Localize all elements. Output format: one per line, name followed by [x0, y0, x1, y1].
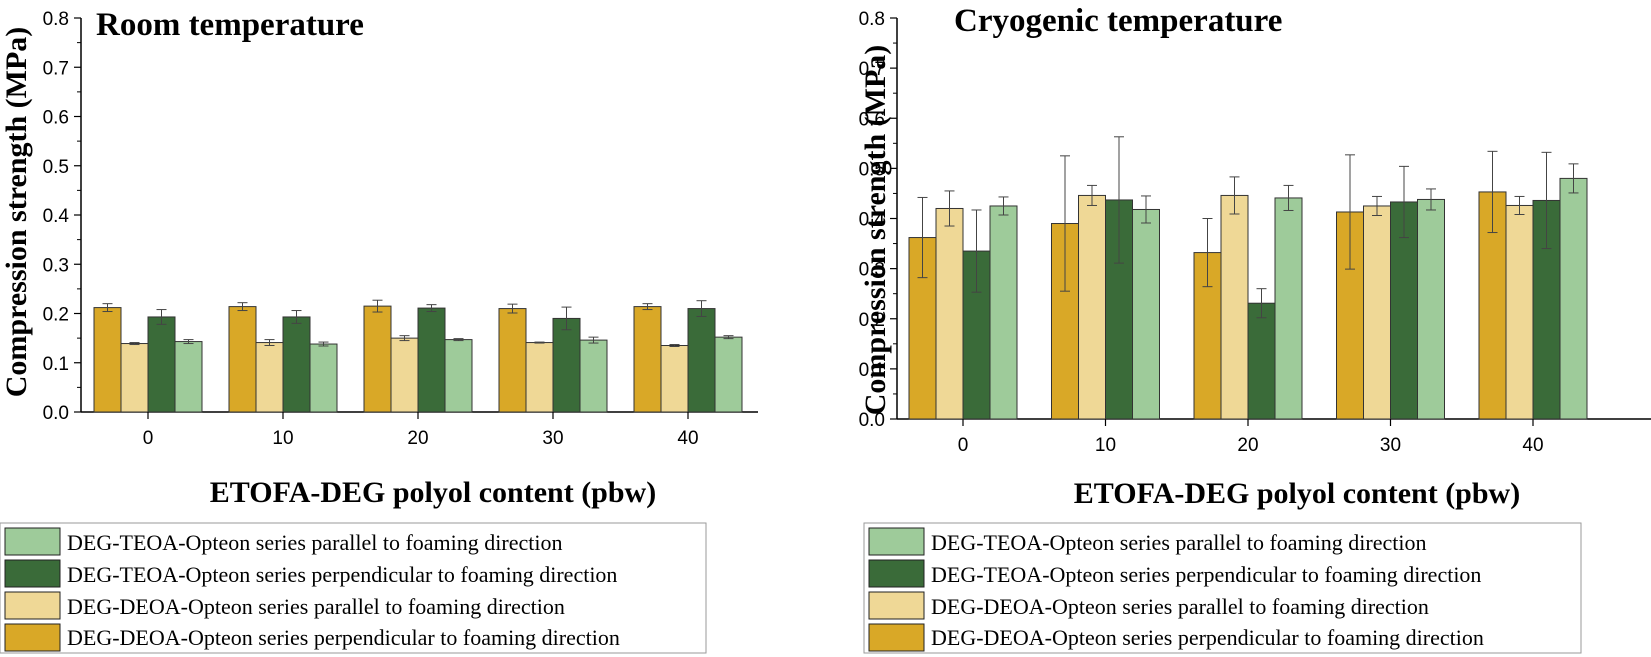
x-tick-label: 30	[1380, 435, 1401, 456]
y-axis-label: Compression strength (MPa)	[0, 27, 33, 398]
legend-swatch	[4, 527, 61, 556]
bar-teoa_par-30	[579, 339, 608, 413]
y-axis-label: Compression strength (MPa)	[859, 45, 892, 416]
y-tick-label: 0.5	[859, 159, 885, 180]
y-tick-label: 0.3	[43, 255, 69, 276]
bar-teoa_perp-40	[687, 308, 716, 413]
bar-deoa_perp-10	[228, 306, 257, 413]
y-tick-label: 0.7	[859, 59, 885, 80]
y-tick-label: 0.3	[859, 260, 885, 281]
bar-teoa_par-10	[309, 343, 338, 413]
legend-swatch	[4, 559, 61, 588]
legend-swatch	[868, 623, 925, 652]
bar-deoa_perp-30	[498, 308, 527, 413]
bar-teoa_perp-30	[552, 317, 581, 413]
legend-right: DEG-TEOA-Opteon series parallel to foami…	[863, 522, 1582, 654]
bar-deoa_par-30	[1363, 205, 1391, 420]
y-tick-label: 0.0	[859, 410, 885, 431]
legend-label: DEG-TEOA-Opteon series parallel to foami…	[67, 530, 562, 555]
bar-deoa_par-40	[1505, 204, 1534, 420]
bar-deoa_par-0	[120, 343, 149, 413]
bar-teoa_perp-10	[282, 316, 311, 413]
legend-frame	[0, 522, 707, 654]
y-tick-label: 0.8	[43, 9, 69, 30]
legend-frame	[863, 522, 1582, 654]
y-tick-label: 0.7	[43, 58, 69, 79]
bar-teoa_perp-20	[1247, 302, 1276, 420]
legend-swatch	[4, 623, 61, 652]
legend-label: DEG-DEOA-Opteon series parallel to foami…	[67, 594, 565, 619]
y-tick-label: 0.1	[43, 354, 69, 375]
legend-label: DEG-TEOA-Opteon series perpendicular to …	[67, 562, 617, 587]
bar-teoa_par-0	[989, 205, 1018, 420]
y-tick-label: 0.2	[859, 310, 885, 331]
bar-deoa_par-10	[1078, 194, 1106, 420]
legend-swatch	[868, 527, 925, 556]
x-tick-label: 0	[958, 435, 969, 456]
x-tick-label: 40	[1522, 435, 1543, 456]
bar-deoa_perp-0	[93, 307, 122, 413]
bar-deoa_perp-20	[363, 305, 392, 413]
legend-label: DEG-DEOA-Opteon series perpendicular to …	[931, 625, 1484, 650]
room-temperature-chart: Room temperature Compression strength (M…	[0, 7, 758, 509]
y-tick-label: 0.4	[859, 210, 886, 231]
bar-teoa_par-40	[1559, 177, 1588, 420]
legend-swatch	[868, 591, 925, 620]
x-tick-label: 30	[542, 428, 563, 449]
y-tick-label: 0.0	[43, 403, 69, 424]
bar-teoa_par-40	[714, 336, 743, 413]
chart-title: Room temperature	[96, 7, 364, 43]
x-axis-label: ETOFA-DEG polyol content (pbw)	[1074, 477, 1520, 510]
bar-deoa_perp-40	[633, 306, 662, 413]
x-tick-label: 10	[1095, 435, 1116, 456]
bar-deoa_par-10	[255, 342, 284, 413]
x-tick-label: 20	[1237, 435, 1258, 456]
legend-label: DEG-TEOA-Opteon series parallel to foami…	[931, 530, 1426, 555]
bar-teoa_perp-0	[147, 316, 176, 413]
legend-label: DEG-DEOA-Opteon series perpendicular to …	[67, 625, 620, 650]
legend-label: DEG-DEOA-Opteon series parallel to foami…	[931, 594, 1429, 619]
y-tick-label: 0.6	[859, 109, 885, 130]
y-tick-label: 0.1	[859, 360, 885, 381]
bar-deoa_par-20	[390, 337, 419, 413]
bar-teoa_par-10	[1132, 208, 1160, 420]
y-tick-label: 0.4	[43, 206, 70, 227]
y-tick-label: 0.6	[43, 108, 69, 129]
bar-teoa_par-20	[444, 339, 473, 413]
bar-teoa_perp-20	[417, 307, 446, 413]
y-tick-label: 0.5	[43, 157, 69, 178]
legend-label: DEG-TEOA-Opteon series perpendicular to …	[931, 562, 1481, 587]
bar-teoa_par-20	[1274, 197, 1303, 420]
legend-swatch	[4, 591, 61, 620]
x-axis-label: ETOFA-DEG polyol content (pbw)	[210, 476, 656, 509]
y-tick-label: 0.2	[43, 305, 69, 326]
chart-title: Cryogenic temperature	[954, 3, 1282, 39]
y-tick-label: 0.8	[859, 9, 885, 30]
bar-deoa_par-40	[660, 345, 689, 413]
bar-deoa_par-0	[935, 207, 964, 420]
bar-deoa_par-30	[525, 342, 554, 413]
bar-deoa_par-20	[1220, 194, 1249, 420]
cryogenic-temperature-chart: Cryogenic temperature Compression streng…	[859, 3, 1651, 510]
bar-teoa_par-30	[1417, 198, 1445, 420]
bar-teoa_par-0	[174, 341, 203, 413]
x-tick-label: 0	[143, 428, 154, 449]
x-tick-label: 40	[677, 428, 698, 449]
bar-teoa_perp-30	[1390, 201, 1418, 420]
x-tick-label: 10	[272, 428, 293, 449]
legend-left: DEG-TEOA-Opteon series parallel to foami…	[0, 522, 707, 654]
legend-swatch	[868, 559, 925, 588]
x-tick-label: 20	[407, 428, 428, 449]
